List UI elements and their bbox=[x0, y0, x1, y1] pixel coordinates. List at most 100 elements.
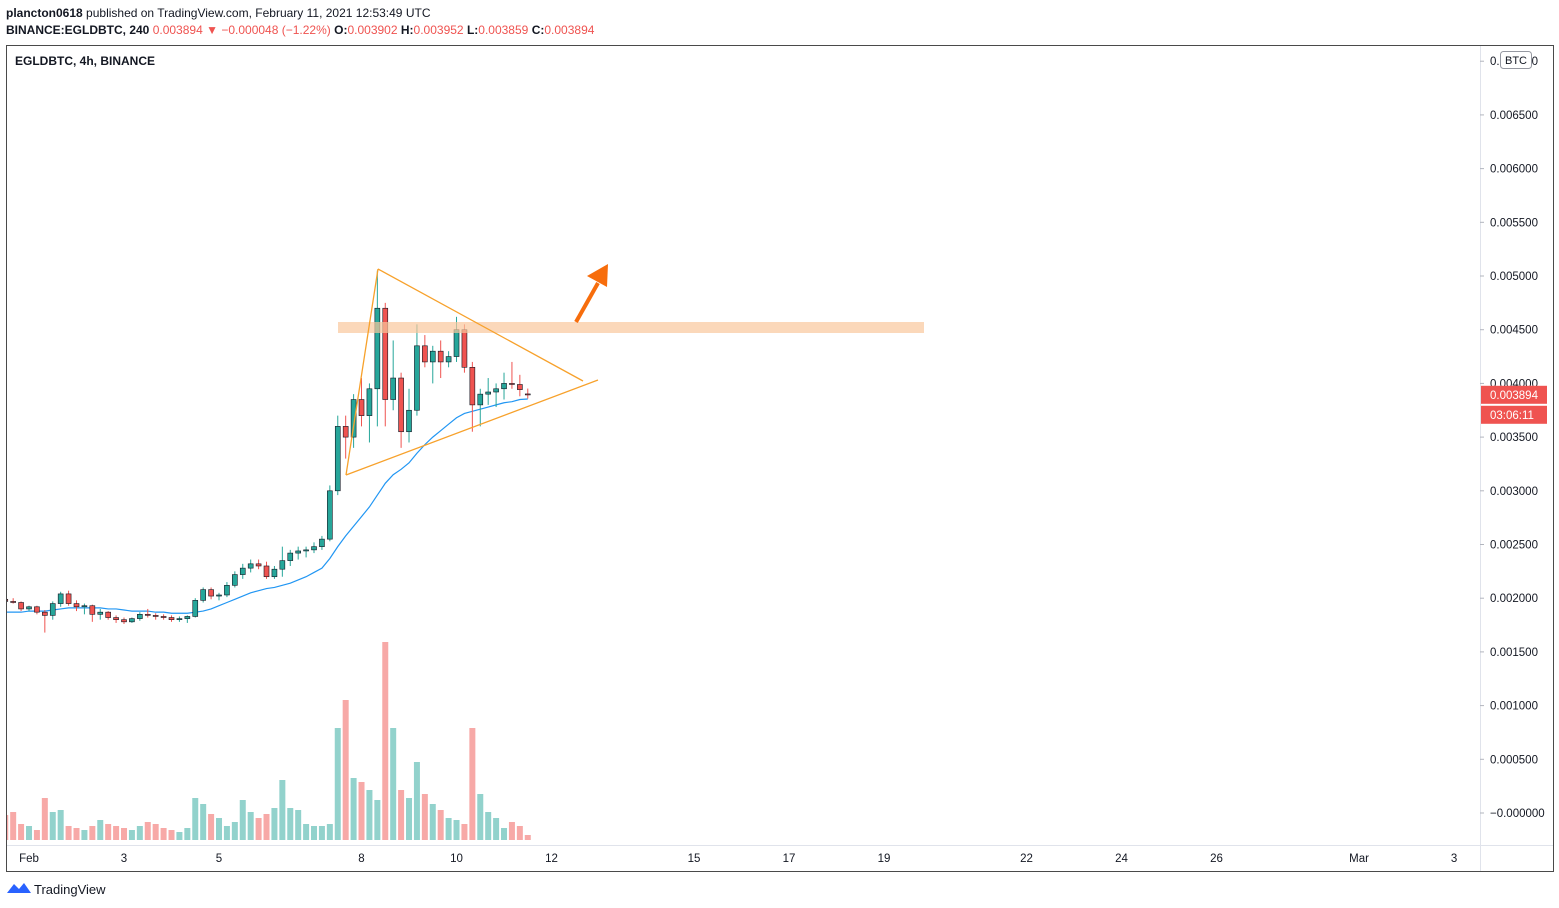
x-tick-label: 19 bbox=[878, 853, 891, 865]
candle-body bbox=[406, 409, 412, 433]
volume-bar bbox=[485, 812, 492, 840]
candle-body bbox=[319, 538, 325, 547]
y-tick-label: 0.006000 bbox=[1490, 164, 1538, 176]
volume-bar bbox=[152, 824, 159, 840]
volume-bar bbox=[26, 826, 33, 840]
resistance-zone bbox=[338, 322, 924, 333]
volume-bar bbox=[437, 810, 444, 840]
candle-body bbox=[342, 426, 349, 438]
y-tick-label: 0.004500 bbox=[1490, 325, 1538, 337]
footer-logo bbox=[7, 883, 31, 893]
volume-bar bbox=[105, 824, 112, 840]
close-value: 0.003894 bbox=[544, 23, 594, 37]
volume-bar bbox=[524, 835, 531, 840]
candle-body bbox=[287, 552, 294, 561]
volume-bar bbox=[374, 800, 381, 840]
candle-body bbox=[295, 550, 301, 554]
candle-body bbox=[121, 619, 127, 623]
candle-body bbox=[239, 567, 246, 575]
high-value: 0.003952 bbox=[414, 23, 464, 37]
candle-body bbox=[437, 350, 444, 363]
volume-bar bbox=[200, 804, 207, 840]
candle-body bbox=[192, 600, 199, 617]
candle-body bbox=[200, 589, 206, 601]
volume-bar bbox=[255, 818, 262, 840]
candle-body bbox=[168, 617, 175, 620]
candle-body bbox=[113, 617, 119, 620]
candle-body bbox=[501, 383, 507, 390]
y-tick-label: 0.001500 bbox=[1490, 647, 1538, 659]
volume-bar bbox=[366, 790, 373, 840]
volume-bar bbox=[406, 798, 413, 840]
author: plancton0618 bbox=[6, 6, 83, 20]
candle-body bbox=[279, 560, 286, 570]
volume-bar bbox=[271, 808, 278, 840]
volume-bar bbox=[342, 700, 349, 840]
breakout-arrow-shaft bbox=[574, 282, 600, 323]
volume-bar bbox=[231, 822, 238, 840]
volume-bar bbox=[223, 826, 230, 840]
candle-body bbox=[445, 356, 452, 363]
x-tick-label: 22 bbox=[1020, 853, 1033, 865]
last-price: 0.003894 bbox=[153, 23, 203, 37]
volume-bar bbox=[57, 810, 64, 840]
y-tick-label: 0.000500 bbox=[1490, 754, 1538, 766]
candle-body bbox=[97, 611, 104, 615]
triangle-side bbox=[345, 268, 379, 476]
volume-bar bbox=[516, 826, 523, 840]
x-tick-label: Feb bbox=[19, 853, 39, 865]
y-tick-label: 0.006500 bbox=[1490, 110, 1538, 122]
currency-label: BTC bbox=[1505, 55, 1527, 67]
footer-brand: TradingView bbox=[34, 882, 106, 897]
candle-body bbox=[144, 614, 151, 616]
candle-body bbox=[160, 616, 167, 618]
candle-body bbox=[7, 598, 9, 602]
countdown-label: 03:06:11 bbox=[1490, 410, 1534, 422]
candle-body bbox=[26, 606, 32, 610]
volume-bar bbox=[7, 815, 9, 840]
x-tick-label: 26 bbox=[1210, 853, 1223, 865]
candle-body bbox=[18, 602, 24, 610]
candle-body bbox=[524, 393, 531, 396]
volume-bar bbox=[121, 828, 128, 840]
candle-body bbox=[224, 585, 230, 596]
last-price-label: 0.003894 bbox=[1490, 390, 1539, 402]
candle-body bbox=[366, 388, 373, 416]
x-tick-label: 8 bbox=[358, 853, 364, 865]
candle-body bbox=[311, 546, 317, 551]
x-tick-label: 12 bbox=[545, 853, 558, 865]
volume-bar bbox=[49, 812, 56, 840]
volume-bar bbox=[89, 826, 96, 840]
volume-bar bbox=[295, 810, 302, 840]
candle-body bbox=[271, 568, 278, 578]
x-tick-label: 5 bbox=[216, 853, 222, 865]
candle-body bbox=[390, 377, 396, 400]
volume-bar bbox=[247, 812, 254, 840]
candle-body bbox=[232, 574, 238, 586]
volume-bar bbox=[176, 832, 183, 840]
candle-body bbox=[453, 329, 460, 357]
candle-body bbox=[137, 614, 143, 619]
symbol: BINANCE:EGLDBTC, 240 bbox=[6, 23, 150, 37]
volume-bar bbox=[398, 790, 405, 840]
quote-line: BINANCE:EGLDBTC, 240 0.003894 ▼ −0.00004… bbox=[6, 23, 595, 37]
volume-bar bbox=[97, 820, 104, 840]
publish-line: plancton0618 published on TradingView.co… bbox=[6, 6, 431, 20]
volume-bar bbox=[334, 728, 341, 840]
volume-bar bbox=[421, 794, 428, 840]
open-label: O: bbox=[334, 23, 347, 37]
currency-box bbox=[1500, 51, 1532, 69]
volume-bar bbox=[453, 820, 460, 840]
candle-body bbox=[398, 377, 404, 433]
candle-body bbox=[334, 426, 341, 492]
volume-bar bbox=[477, 794, 484, 840]
y-tick-label: 0.003500 bbox=[1490, 432, 1538, 444]
y-tick-label: 0.005000 bbox=[1490, 271, 1538, 283]
volume-bar bbox=[113, 826, 120, 840]
volume-bar bbox=[263, 814, 270, 840]
candle-body bbox=[89, 605, 96, 615]
change-arrow: ▼ bbox=[206, 23, 218, 37]
volume-bar bbox=[501, 828, 508, 840]
low-value: 0.003859 bbox=[478, 23, 528, 37]
